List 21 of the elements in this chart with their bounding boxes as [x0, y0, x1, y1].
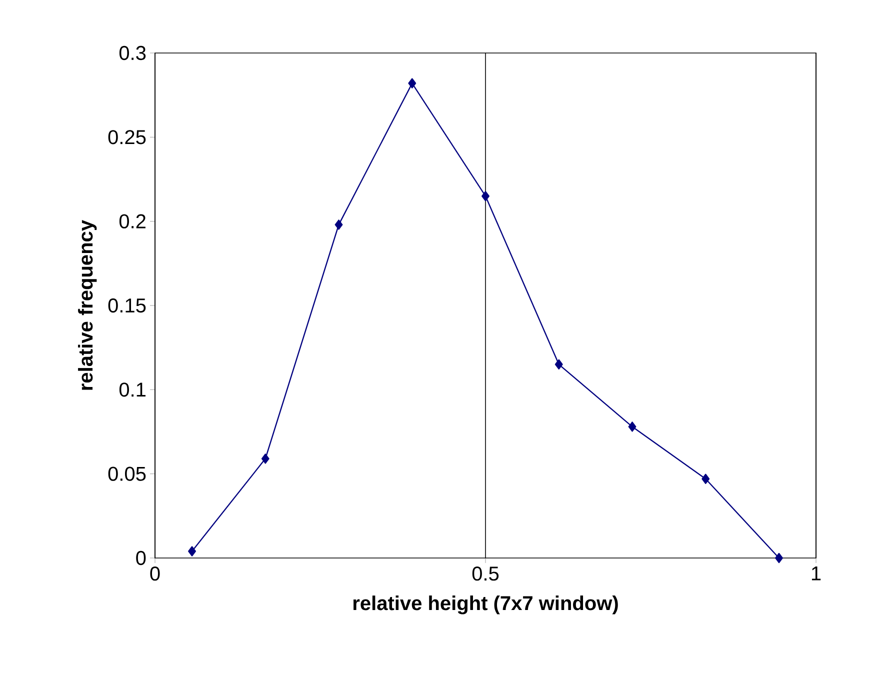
y-tick-label: 0.3 [119, 46, 146, 60]
x-axis-title: relative height (7x7 window) [353, 596, 618, 614]
y-axis-title: relative frequency [78, 220, 97, 390]
y-tick-label: 0.05 [108, 466, 146, 481]
point [188, 546, 196, 556]
point [628, 422, 636, 432]
point [334, 220, 343, 230]
point [775, 552, 783, 564]
x-tick-label: 0 [150, 566, 160, 581]
y-tick-label: 0.1 [119, 382, 146, 397]
y-tick-label: 0.25 [108, 130, 146, 144]
point [702, 474, 710, 484]
point [554, 359, 563, 370]
x-tick-label: 0.5 [472, 566, 499, 581]
point [261, 454, 270, 464]
y-tick-label: 0.15 [108, 298, 146, 313]
x-tick-label: 1 [812, 566, 821, 580]
point [408, 78, 416, 88]
y-tick-label: 0 [136, 550, 146, 566]
point [482, 190, 490, 202]
y-tick-label: 0.2 [119, 214, 146, 228]
